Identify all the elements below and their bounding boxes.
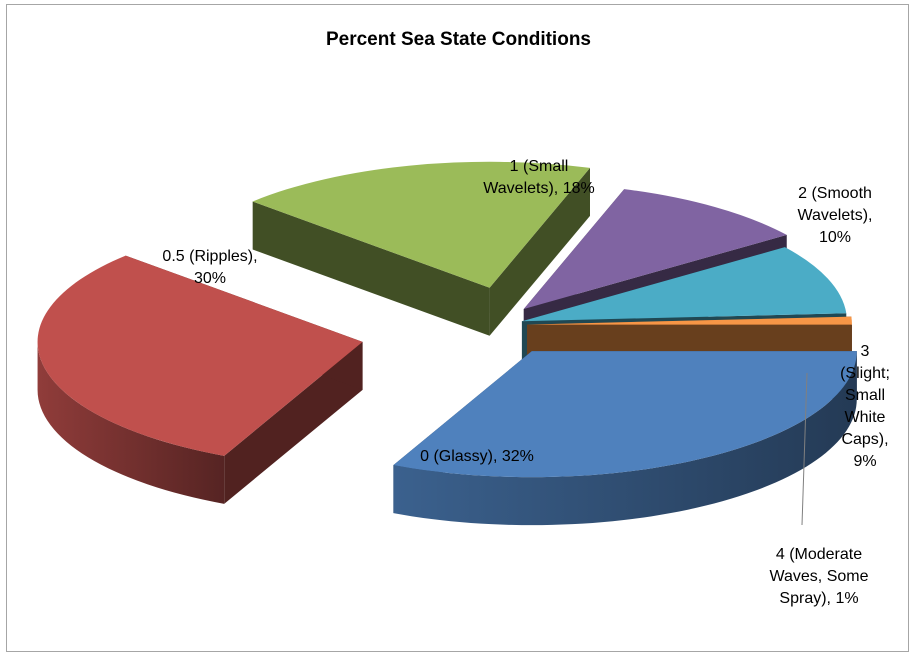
chart-frame: Percent Sea State Conditions 0 (Glassy),… (6, 4, 909, 652)
leader-line (801, 372, 808, 526)
pie-slice-0 (393, 351, 857, 526)
pie-slice-top-5 (526, 316, 852, 325)
pie-slice-side-2-0 (252, 201, 490, 336)
data-label-1: 0.5 (Ripples), 30% (162, 248, 257, 287)
pie-slice-top-1 (37, 255, 363, 456)
pie-chart: 0 (Glassy), 32% 0.5 (Ripples), 30% 1 (Small… (37, 158, 890, 607)
data-label-2: 1 (Small Wavelets), 18% (483, 158, 594, 197)
pie-slice-top-3 (523, 189, 787, 309)
pie-slice-1 (37, 255, 363, 504)
chart-title: Percent Sea State Conditions (325, 29, 591, 50)
pie-slice-side-1-0 (224, 341, 363, 504)
data-label-5: 4 (Moderate Waves, Some Spray), 1% (770, 546, 869, 607)
pie-slice-wall-1 (37, 341, 225, 504)
data-label-4: 3 (Slight; Small White Caps), 9% (840, 343, 890, 470)
pie-slice-top-0 (393, 351, 857, 478)
pie-slice-side-2-1 (489, 167, 591, 336)
data-label-0: 0 (Glassy), 32% (420, 448, 534, 465)
pie-slice-wall-0 (393, 351, 857, 526)
pie-slice-2 (252, 161, 591, 336)
data-label-3: 2 (Smooth Wavelets), 10% (798, 185, 873, 246)
pie-slice-top-2 (252, 161, 591, 288)
pie-slice-top-4 (521, 247, 847, 322)
